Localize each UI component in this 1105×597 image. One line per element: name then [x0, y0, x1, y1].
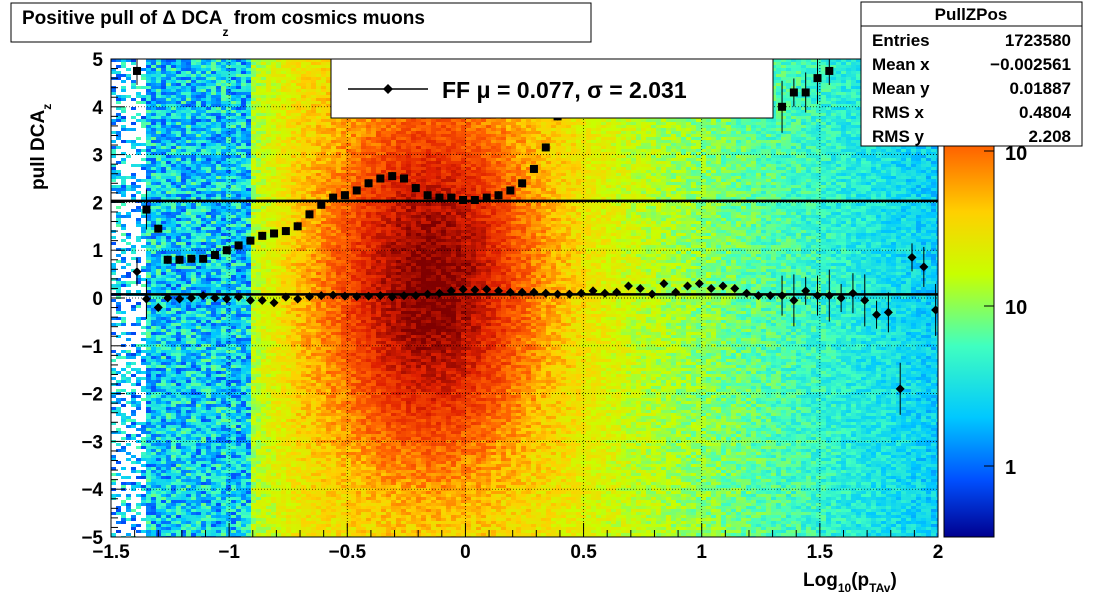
data-point-square [142, 206, 150, 214]
data-point-square [270, 229, 278, 237]
data-point-square [424, 191, 432, 199]
data-point-square [388, 172, 396, 180]
stats-value: 1723580 [1005, 31, 1071, 50]
stats-value: 2.208 [1028, 127, 1071, 146]
data-point-square [294, 222, 302, 230]
data-point-square [353, 186, 361, 194]
data-point-square [187, 255, 195, 263]
y-tick-label: 0 [92, 289, 103, 310]
data-point-square [341, 191, 349, 199]
data-point-square [495, 191, 503, 199]
data-point-square [223, 246, 231, 254]
x-tick-label: 0 [460, 542, 471, 563]
y-tick-label: −4 [81, 480, 103, 501]
data-point-square [246, 237, 254, 245]
stats-label: RMS x [872, 103, 925, 122]
stats-label: Mean y [872, 79, 930, 98]
y-tick-label: 3 [92, 146, 103, 167]
data-point-square [235, 241, 243, 249]
stats-box: PullZPos Entries 1723580 Mean x −0.002561 Me… [861, 2, 1082, 146]
stats-label: Mean x [872, 55, 930, 74]
data-point-square [518, 179, 526, 187]
data-point-square [329, 194, 337, 202]
x-tick-label: 2 [933, 542, 944, 563]
y-axis-title: pull DCAz [28, 104, 54, 190]
y-tick-label: 2 [92, 193, 103, 214]
data-point-square [790, 88, 798, 96]
y-tick-label: 5 [92, 50, 103, 71]
data-point-square [459, 196, 467, 204]
x-tick-label: −1 [218, 542, 240, 563]
data-point-square [483, 194, 491, 202]
title-box: Positive pull of Δ DCAz from cosmics muo… [11, 3, 591, 42]
stats-name: PullZPos [935, 5, 1008, 24]
z-tick-label: 10 [1005, 297, 1027, 319]
data-point-square [164, 256, 172, 264]
stats-label: Entries [872, 31, 930, 50]
data-point-square [825, 67, 833, 75]
data-point-square [282, 227, 290, 235]
data-point-square [258, 232, 266, 240]
data-point-square [317, 201, 325, 209]
data-point-square [211, 251, 219, 259]
data-point-diamond [132, 267, 141, 276]
data-point-square [447, 194, 455, 202]
data-point-square [400, 175, 408, 183]
data-point-square [412, 184, 420, 192]
data-point-square [813, 74, 821, 82]
legend-entry: FF μ = 0.077, σ = 2.031 [442, 77, 687, 103]
legend: FF μ = 0.077, σ = 2.031 [331, 59, 773, 118]
stats-label: RMS y [872, 127, 925, 146]
x-tick-label: 0.5 [570, 542, 597, 563]
data-point-square [778, 103, 786, 111]
data-point-square [133, 67, 141, 75]
x-tick-label: 1 [696, 542, 707, 563]
y-tick-label: −5 [81, 528, 103, 549]
stats-value: 0.01887 [1010, 79, 1071, 98]
z-tick-label: 1 [1005, 457, 1016, 479]
data-point-square [305, 210, 313, 218]
data-point-square [176, 256, 184, 264]
y-tick-label: −1 [81, 337, 103, 358]
data-point-square [365, 179, 373, 187]
y-tick-label: −2 [81, 385, 103, 406]
y-tick-label: 1 [92, 241, 103, 262]
y-tick-label: 4 [92, 98, 103, 119]
data-point-square [376, 175, 384, 183]
chart-canvas: −1.5 −1 −0.5 0 0.5 1 1.5 2 −5−4−3−2−1012345 1 1… [0, 0, 1105, 597]
data-point-square [154, 225, 162, 233]
x-tick-label: −0.5 [329, 542, 367, 563]
data-point-square [199, 255, 207, 263]
x-axis-title: Log10(pTAv) [803, 570, 897, 595]
data-point-square [435, 194, 443, 202]
y-tick-label: −3 [81, 432, 103, 453]
data-point-square [506, 186, 514, 194]
stats-value: −0.002561 [990, 55, 1071, 74]
data-point-square [530, 165, 538, 173]
x-tick-label: 1.5 [807, 542, 834, 563]
stats-value: 0.4804 [1019, 103, 1072, 122]
data-point-square [471, 196, 479, 204]
data-point-square [802, 88, 810, 96]
data-point-square [542, 143, 550, 151]
